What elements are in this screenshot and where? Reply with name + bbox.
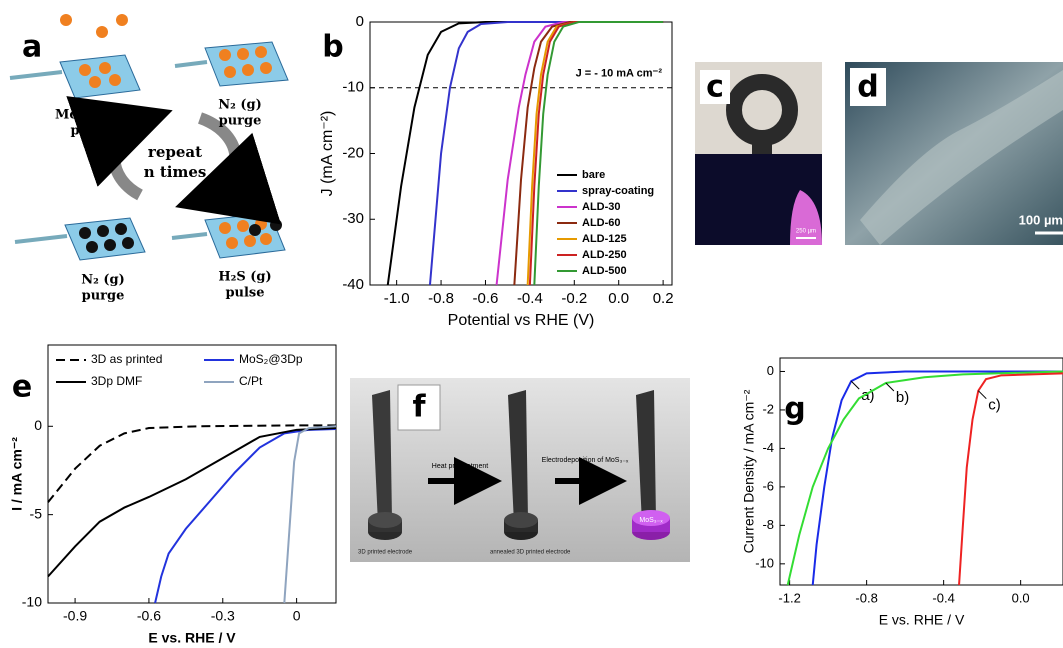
- legend-label: 3Dp DMF: [91, 374, 142, 388]
- x-axis-label: Potential vs RHE (V): [448, 312, 595, 329]
- cycle-label: n times: [144, 163, 207, 181]
- x-tick-label: -0.4: [932, 590, 954, 605]
- curve-label: b): [896, 389, 909, 406]
- y-tick-label: -40: [342, 276, 364, 293]
- scale-bar-label: 100 µm: [1019, 212, 1063, 227]
- panel-letter: e: [12, 370, 32, 405]
- panel-d: d 100 µm: [845, 62, 1063, 245]
- x-tick-label: -0.2: [561, 290, 587, 307]
- x-tick-label: 0.2: [653, 290, 674, 307]
- data-line: [813, 371, 1063, 585]
- step-label: N₂ (g): [218, 98, 262, 113]
- x-tick-label: 0.0: [1012, 590, 1030, 605]
- y-tick-label: -20: [342, 144, 364, 161]
- x-axis-label: E vs. RHE / V: [148, 630, 236, 646]
- disk-label: MoS₃₋ₓ: [639, 517, 663, 524]
- y-axis-label: I / mA cm⁻²: [9, 437, 25, 511]
- panel-f: f MoS₃₋ₓ Heat pretreatment Electrodeposi…: [350, 378, 690, 562]
- plot-frame: [370, 22, 672, 285]
- y-tick-label: -5: [30, 505, 43, 521]
- y-tick-label: -4: [762, 440, 774, 455]
- x-tick-label: -0.6: [137, 608, 161, 624]
- cycle-arrow: [115, 118, 150, 195]
- annotation: J = - 10 mA cm⁻²: [576, 68, 663, 80]
- x-tick-label: -0.3: [211, 608, 235, 624]
- legend-label: bare: [582, 169, 605, 181]
- legend-label: C/Pt: [239, 374, 263, 388]
- legend-label: ALD-500: [582, 265, 627, 277]
- annotation-leader: [978, 391, 986, 399]
- arrow-label: Electrodeposition of MoS₃₋ₓ: [542, 457, 629, 464]
- y-tick-label: 0: [34, 417, 42, 433]
- plot-frame: [780, 358, 1063, 585]
- y-tick-label: -8: [762, 517, 774, 532]
- stage: [175, 42, 288, 86]
- caption: 3D printed electrode: [358, 550, 413, 556]
- legend-label: ALD-250: [582, 249, 627, 261]
- annotation-leader: [851, 381, 859, 389]
- panel-letter: g: [784, 392, 805, 427]
- y-tick-label: -10: [755, 555, 774, 570]
- caption: annealed 3D printed electrode: [490, 550, 571, 556]
- cycle-arrow: [198, 118, 235, 200]
- data-line: [788, 371, 1063, 585]
- x-tick-label: -0.6: [473, 290, 499, 307]
- legend-label: ALD-30: [582, 201, 621, 213]
- data-line: [48, 428, 336, 576]
- step-label: H₂S (g): [218, 270, 271, 285]
- legend-label: spray-coating: [582, 185, 654, 197]
- panel-letter: c: [706, 70, 724, 105]
- x-tick-label: -0.9: [63, 608, 87, 624]
- data-line: [284, 426, 336, 603]
- data-line: [959, 373, 1063, 585]
- panel-a: a MoCl₅ (g) pulse N₂ (g) purge H₂S (g) p…: [10, 14, 288, 304]
- annotation-leader: [886, 383, 894, 391]
- data-line: [528, 22, 663, 285]
- data-line: [497, 22, 664, 285]
- step-action: pulse: [70, 124, 109, 139]
- step-action: purge: [219, 114, 262, 129]
- figure: a MoCl₅ (g) pulse N₂ (g) purge H₂S (g) p…: [0, 0, 1063, 648]
- y-axis-label: Current Density / mA cm⁻²: [741, 389, 757, 553]
- y-tick-label: -10: [342, 79, 364, 96]
- y-tick-label: -30: [342, 210, 364, 227]
- x-tick-label: -1.2: [778, 590, 800, 605]
- arrow-label: Heat pretreatment: [432, 463, 488, 470]
- scale-bar-label: 250 µm: [796, 229, 816, 235]
- x-tick-label: -0.8: [428, 290, 454, 307]
- x-axis-label: E vs. RHE / V: [879, 612, 965, 628]
- data-line: [155, 429, 336, 603]
- panel-letter: f: [412, 390, 426, 425]
- data-line: [388, 22, 663, 285]
- step-action: purge: [82, 289, 125, 304]
- cycle-label: repeat: [148, 143, 202, 161]
- y-tick-label: -10: [22, 594, 42, 610]
- x-tick-label: -0.4: [517, 290, 543, 307]
- y-tick-label: 0: [767, 363, 774, 378]
- panel-letter: b: [322, 30, 343, 65]
- legend-label: ALD-125: [582, 233, 627, 245]
- x-tick-label: -0.8: [855, 590, 877, 605]
- x-tick-label: 0: [293, 608, 301, 624]
- panel-c: c 250 µm: [695, 62, 822, 245]
- x-tick-label: 0.0: [608, 290, 629, 307]
- y-tick-label: -6: [762, 478, 774, 493]
- x-tick-label: -1.0: [384, 290, 410, 307]
- panel-letter: a: [22, 30, 42, 65]
- y-tick-label: -2: [762, 401, 774, 416]
- y-axis-label: J (mA cm⁻²): [319, 111, 336, 197]
- legend-label: 3D as printed: [91, 352, 162, 366]
- legend-label: MoS₂@3Dp: [239, 352, 303, 366]
- step-label: N₂ (g): [81, 273, 125, 288]
- step-label: MoCl₅ (g): [55, 108, 125, 123]
- legend-label: ALD-60: [582, 217, 621, 229]
- stage: [172, 198, 285, 258]
- step-action: pulse: [225, 286, 264, 301]
- y-tick-label: 0: [356, 13, 364, 30]
- curve-label: c): [988, 397, 1001, 414]
- stage: [15, 218, 145, 260]
- panel-letter: d: [857, 70, 878, 105]
- data-line: [534, 22, 663, 285]
